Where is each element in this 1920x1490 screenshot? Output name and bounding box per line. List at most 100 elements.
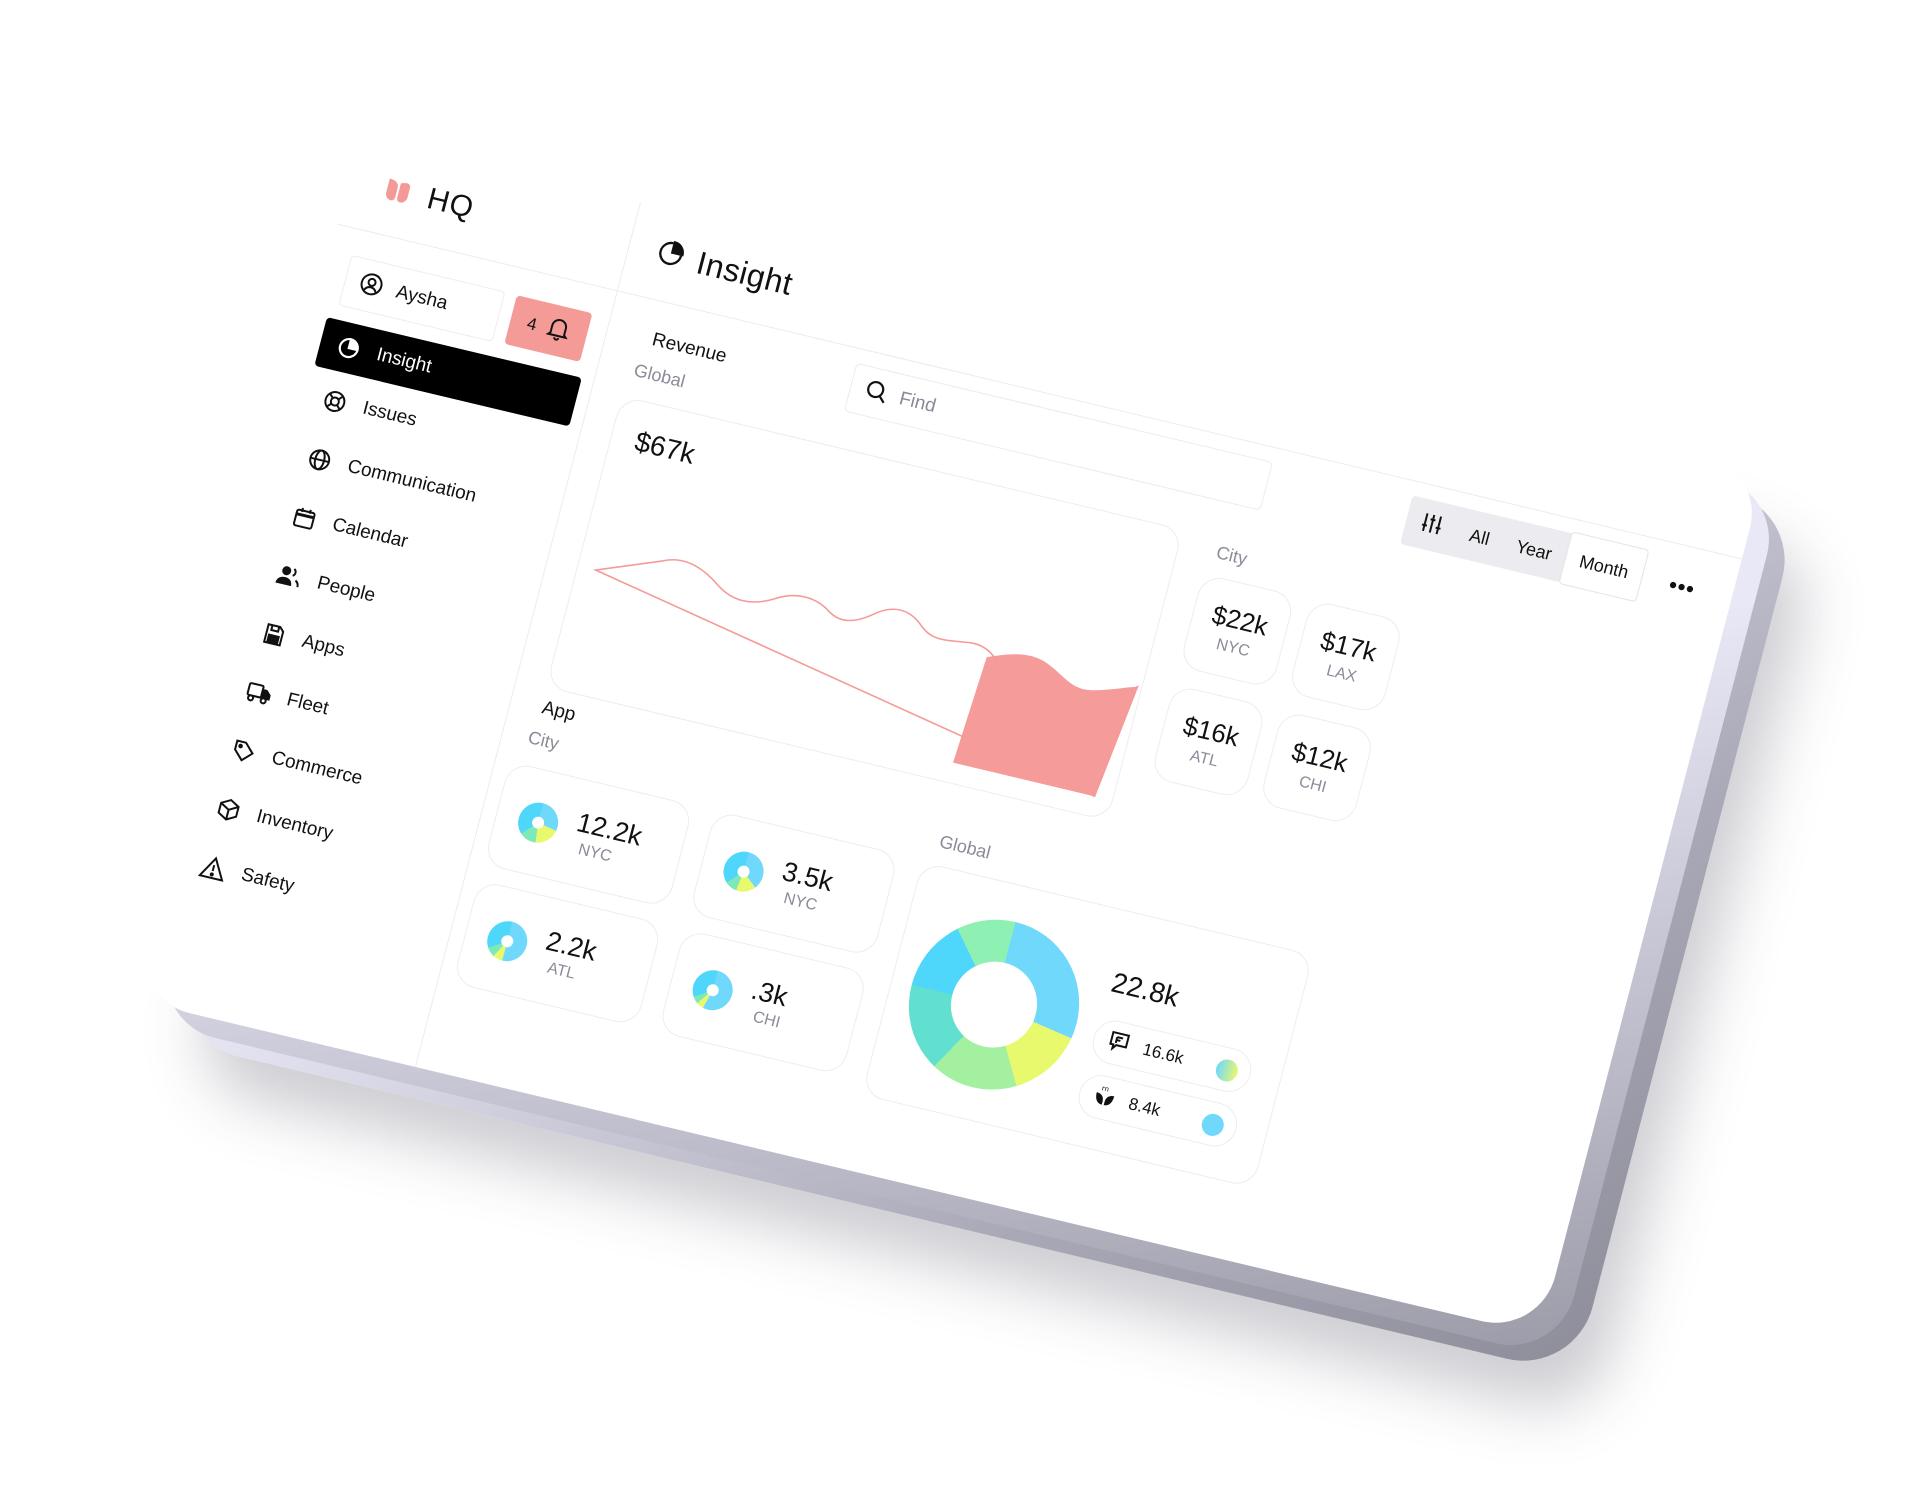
sidebar-item-issues[interactable]: Issues — [286, 362, 581, 487]
city-card-atl[interactable]: $16k ATL — [1149, 684, 1268, 800]
city-card-lax[interactable]: $17k LAX — [1287, 599, 1405, 715]
mini-donut-chart — [482, 917, 532, 966]
pie-chart-icon — [333, 332, 365, 363]
city-revenue-label: City — [1214, 542, 1250, 569]
warning-icon — [197, 852, 230, 883]
user-circle-icon — [356, 269, 387, 303]
mini-donut-chart — [513, 798, 563, 847]
global-label: Global — [937, 831, 993, 863]
time-filter: All Year Month — [1399, 495, 1650, 603]
sliders-icon — [1416, 509, 1447, 543]
mini-donut-chart — [719, 847, 768, 896]
notification-count: 4 — [525, 313, 540, 335]
city-revenue-value: $12k — [1288, 735, 1352, 778]
sidebar-item-label: Safety — [239, 864, 297, 897]
sidebar-item-fleet[interactable]: Fleet — [210, 654, 505, 779]
search-input[interactable]: Find — [843, 362, 1274, 511]
main-content: Insight Find All Year Month ••• — [416, 201, 1766, 1335]
app-value: .3k — [748, 974, 791, 1012]
notifications-button[interactable]: 4 — [504, 295, 593, 362]
app-card-nyc-2[interactable]: 3.5k NYC — [688, 810, 900, 958]
sidebar-item-people[interactable]: People — [240, 537, 535, 662]
sidebar: HQ Aysha 4 — [134, 135, 642, 1068]
mini-donut-chart — [688, 966, 738, 1015]
lifebuoy-icon — [319, 386, 351, 417]
sidebar-item-inventory[interactable]: Inventory — [179, 771, 474, 896]
city-name: NYC — [1214, 635, 1252, 660]
city-revenue-value: $16k — [1180, 709, 1243, 752]
rn-leaf-icon: rn — [1090, 1082, 1118, 1113]
revenue-subtitle: Global — [631, 359, 688, 392]
app-card-text: 2.2k ATL — [538, 925, 600, 986]
app-card-text: 3.5k NYC — [774, 856, 836, 917]
sidebar-item-label: Commerce — [269, 747, 365, 790]
sidebar-item-commerce[interactable]: Commerce — [195, 712, 490, 837]
sidebar-item-label: Issues — [360, 397, 419, 431]
brand-logo-icon — [384, 177, 413, 206]
search-icon — [861, 376, 892, 410]
sidebar-item-label: People — [314, 572, 378, 607]
app-card-text: .3k CHI — [743, 974, 791, 1032]
sidebar-item-safety[interactable]: Safety — [164, 829, 459, 954]
calendar-icon — [289, 503, 321, 534]
search-placeholder: Find — [897, 388, 939, 418]
user-name: Aysha — [393, 281, 450, 315]
sidebar-item-insight[interactable]: Insight — [314, 317, 582, 427]
sidebar-item-label: Fleet — [284, 689, 331, 720]
global-donut-card[interactable]: 22.8k 16.6k rn 8.4k — [861, 861, 1314, 1189]
sidebar-item-communication[interactable]: Communication — [270, 421, 565, 546]
legend-color-dot — [1199, 1111, 1227, 1139]
svg-text:rn: rn — [1101, 1084, 1110, 1093]
legend-item-8-4k[interactable]: rn 8.4k — [1073, 1070, 1242, 1151]
legend-value: 8.4k — [1126, 1094, 1163, 1121]
city-revenue-value: $17k — [1317, 624, 1380, 667]
city-name: CHI — [1297, 772, 1329, 796]
revenue-title: Revenue — [649, 329, 729, 368]
filter-month[interactable]: Month — [1558, 531, 1650, 603]
truck-icon — [243, 678, 275, 709]
revenue-area-chart — [592, 559, 1139, 798]
pie-chart-icon — [652, 237, 687, 276]
brand-name: HQ — [423, 181, 478, 225]
legend-color-dot — [1213, 1057, 1241, 1084]
filter-settings-button[interactable] — [1400, 495, 1463, 556]
app-city: CHI — [751, 1008, 783, 1032]
user-profile-button[interactable]: Aysha — [338, 254, 506, 343]
sidebar-item-apps[interactable]: Apps — [225, 596, 520, 721]
city-name: ATL — [1188, 746, 1220, 770]
bell-icon — [542, 313, 573, 349]
globe-icon — [304, 444, 336, 475]
sidebar-item-label: Insight — [374, 344, 434, 378]
app-card-nyc-1[interactable]: 12.2k NYC — [483, 761, 694, 909]
save-disk-icon — [258, 619, 290, 650]
legend-item-16-6k[interactable]: 16.6k — [1087, 1016, 1257, 1097]
tag-icon — [228, 736, 260, 767]
sidebar-item-label: Calendar — [330, 514, 411, 553]
app-card-chi[interactable]: .3k CHI — [657, 928, 869, 1076]
sidebar-item-calendar[interactable]: Calendar — [255, 479, 550, 604]
sidebar-item-label: Communication — [345, 455, 479, 507]
sidebar-nav: Insight Issues Communication — [164, 314, 593, 954]
app-card-atl[interactable]: 2.2k ATL — [452, 879, 664, 1027]
sidebar-item-label: Inventory — [254, 805, 336, 845]
app-city-label: City — [526, 727, 562, 754]
revenue-chart-card[interactable]: $67k — [545, 395, 1184, 822]
city-name: LAX — [1324, 661, 1359, 686]
app-store-f-icon — [1105, 1028, 1133, 1059]
app-title: App — [539, 697, 578, 726]
app-screen: HQ Aysha 4 — [134, 135, 1766, 1336]
page-title: Insight — [692, 244, 797, 302]
more-options-button[interactable]: ••• — [1666, 571, 1698, 603]
box-icon — [213, 794, 245, 825]
people-icon — [273, 561, 305, 592]
global-donut-chart — [890, 902, 1098, 1107]
user-row: Aysha 4 — [338, 254, 593, 363]
app-card-text: 12.2k NYC — [568, 807, 646, 872]
city-card-chi[interactable]: $12k CHI — [1258, 710, 1376, 826]
legend-value: 16.6k — [1140, 1039, 1186, 1068]
global-total: 22.8k — [1108, 966, 1183, 1013]
page-header: Insight — [617, 201, 1766, 560]
sidebar-item-label: Apps — [299, 630, 348, 662]
city-card-nyc[interactable]: $22k NYC — [1178, 573, 1297, 689]
